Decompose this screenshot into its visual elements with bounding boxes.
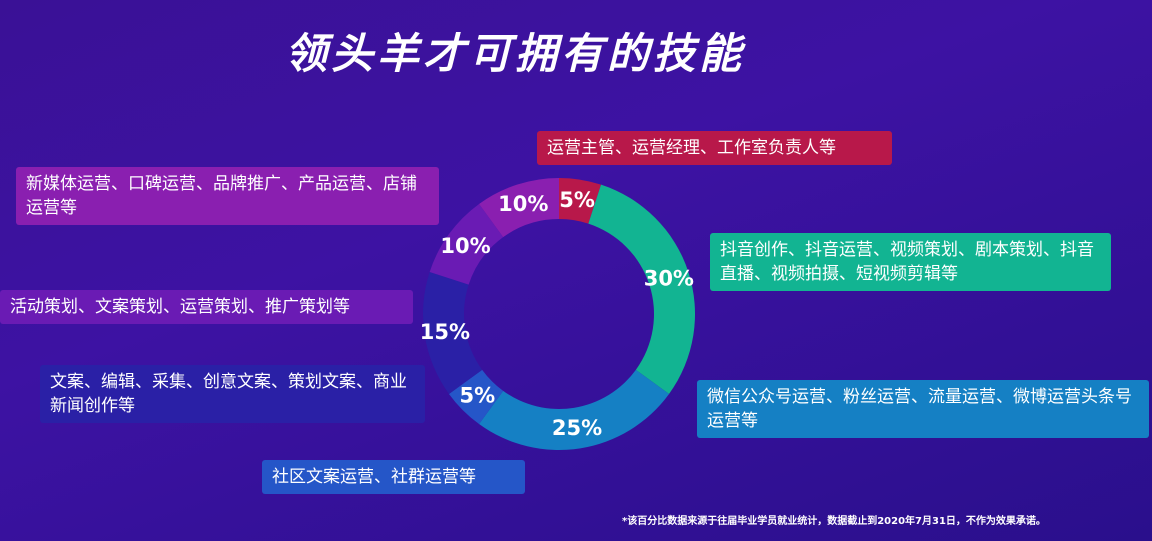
footnote: *该百分比数据来源于往届毕业学员就业统计，数据截止到2020年7月31日，不作为… (622, 516, 1046, 527)
donut-slice-1 (588, 184, 695, 394)
label-box-copywriting: 文案、编辑、采集、创意文案、策划文案、商业新闻创作等 (40, 365, 425, 423)
donut-slice-6 (479, 178, 559, 238)
donut-slice-0 (559, 178, 602, 224)
label-box-planning: 活动策划、文案策划、运营策划、推广策划等 (0, 290, 413, 324)
slice-percent-label-3: 5% (460, 384, 496, 408)
slice-percent-label-1: 30% (644, 266, 694, 290)
slice-percent-label-2: 25% (552, 416, 602, 440)
donut-slice-4 (423, 271, 483, 394)
label-box-douyin: 抖音创作、抖音运营、视频策划、剧本策划、抖音直播、视频拍摄、短视频剪辑等 (710, 233, 1111, 291)
donut-slice-5 (429, 203, 504, 285)
slice-percent-label-4: 15% (420, 320, 470, 344)
slice-percent-label-5: 10% (440, 234, 490, 258)
label-box-new-media: 新媒体运营、口碑运营、品牌推广、产品运营、店铺运营等 (16, 167, 439, 225)
slice-percent-label-6: 10% (498, 192, 548, 216)
donut-slice-3 (448, 369, 504, 425)
donut-slice-2 (479, 369, 670, 450)
label-box-community: 社区文案运营、社群运营等 (262, 460, 525, 494)
slice-percent-label-0: 5% (559, 188, 595, 212)
page-title: 领头羊才可拥有的技能 (285, 29, 746, 78)
label-box-wechat: 微信公众号运营、粉丝运营、流量运营、微博运营头条号运营等 (697, 380, 1149, 438)
label-box-management: 运营主管、运营经理、工作室负责人等 (537, 131, 892, 165)
